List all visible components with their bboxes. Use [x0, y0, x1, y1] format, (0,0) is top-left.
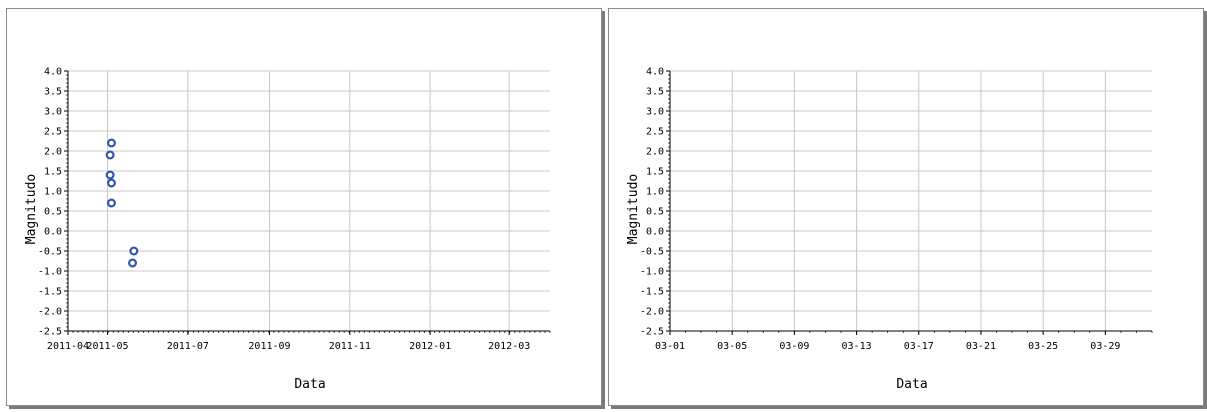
y-tick-label: -1.0 — [640, 267, 664, 278]
x-tick-label: 03-25 — [1028, 341, 1058, 352]
y-tick-label: -2.5 — [640, 327, 664, 338]
x-tick-label: 03-09 — [779, 341, 809, 352]
magnitude-chart-right: 03-01 03-05 03-09 03-13 03-17 03-21 03-25 03-29… — [626, 67, 1153, 392]
y-tick-label: 0.5 — [646, 207, 664, 218]
y-tick-label: 1.0 — [646, 187, 664, 198]
y-tick-label: 0.5 — [44, 207, 62, 218]
y-tick-label: -2.5 — [38, 327, 62, 338]
x-tick-label: 03-05 — [717, 341, 747, 352]
y-tick-label: 0.0 — [44, 227, 62, 238]
x-tick-label: 2011-05 — [86, 341, 128, 352]
y-tick-label: 2.5 — [646, 127, 664, 138]
data-point — [105, 150, 115, 160]
data-point — [106, 138, 116, 148]
y-axis-title: Magnitudo — [626, 174, 641, 244]
y-tick-label: 2.0 — [44, 147, 62, 158]
x-tick-label: 03-21 — [966, 341, 996, 352]
x-tick-label: 03-13 — [842, 341, 872, 352]
data-point — [129, 246, 139, 256]
x-tick-label: 2011-04 — [47, 341, 89, 352]
y-tick-label: 4.0 — [646, 67, 664, 78]
x-tick-label: 2011-11 — [329, 341, 371, 352]
y-tick-label: 3.5 — [44, 87, 62, 98]
x-tick-label: 2011-07 — [167, 341, 209, 352]
y-tick-label: 3.5 — [646, 87, 664, 98]
data-point — [128, 258, 138, 268]
y-tick-label: -0.5 — [640, 247, 664, 258]
y-tick-label: 1.5 — [646, 167, 664, 178]
y-tick-label: 1.5 — [44, 167, 62, 178]
x-tick-label: 2012-01 — [409, 341, 451, 352]
y-tick-label: -2.0 — [640, 307, 664, 318]
data-point — [106, 178, 116, 188]
y-tick-label: 2.0 — [646, 147, 664, 158]
x-tick-label: 03-17 — [904, 341, 934, 352]
y-tick-label: 3.0 — [44, 107, 62, 118]
x-tick-label: 03-29 — [1090, 341, 1120, 352]
x-tick-label: 2012-03 — [488, 341, 530, 352]
x-axis-title: Data — [294, 377, 325, 392]
y-tick-label: 0.0 — [646, 227, 664, 238]
y-tick-label: 1.0 — [44, 187, 62, 198]
x-tick-label: 2011-09 — [248, 341, 290, 352]
y-tick-label: 4.0 — [44, 67, 62, 78]
chart-panel-left: 2011-04 2011-05 2011-07 2011-09 2011-11 2012-… — [6, 8, 602, 406]
y-tick-label: -2.0 — [38, 307, 62, 318]
data-point — [105, 170, 115, 180]
y-tick-label: -0.5 — [38, 247, 62, 258]
y-tick-label: -1.5 — [38, 287, 62, 298]
chart-panel-right: 03-01 03-05 03-09 03-13 03-17 03-21 03-25 03-29… — [608, 8, 1204, 406]
data-point — [106, 198, 116, 208]
y-tick-label: -1.5 — [640, 287, 664, 298]
y-axis-title: Magnitudo — [24, 174, 39, 244]
x-axis-title: Data — [896, 377, 927, 392]
y-tick-label: 3.0 — [646, 107, 664, 118]
x-tick-label: 03-01 — [655, 341, 685, 352]
y-tick-label: 2.5 — [44, 127, 62, 138]
y-tick-label: -1.0 — [38, 267, 62, 278]
